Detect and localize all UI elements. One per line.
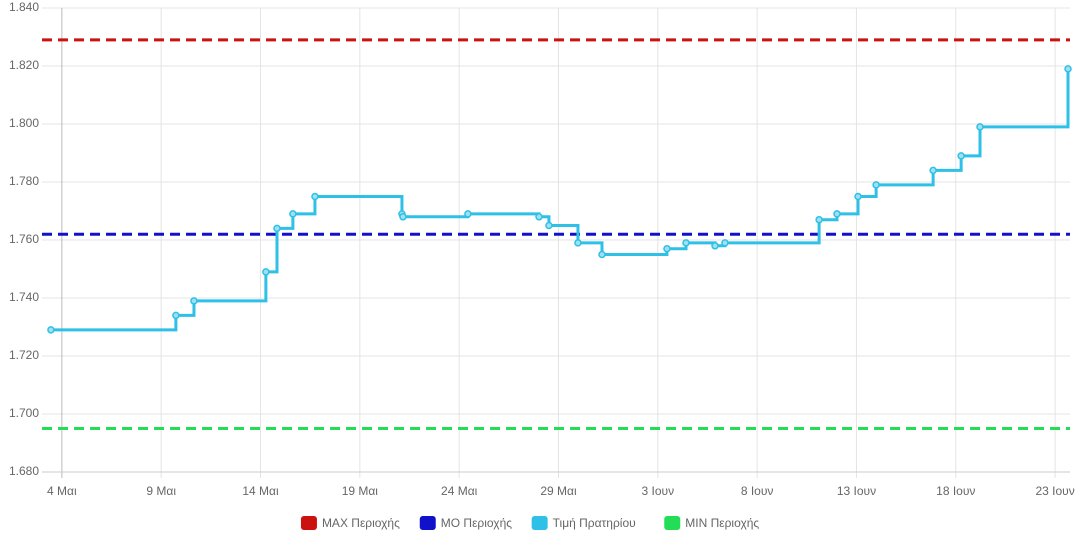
legend-swatch	[419, 516, 436, 530]
point	[289, 210, 297, 218]
point	[464, 210, 472, 218]
y-tick-label: 1.740	[9, 290, 39, 304]
point	[833, 210, 841, 218]
point	[262, 268, 270, 276]
point	[172, 311, 180, 320]
point	[598, 250, 606, 259]
point	[721, 239, 729, 247]
y-tick-label: 1.700	[9, 406, 39, 420]
legend-swatch	[531, 516, 548, 530]
x-tick-label: 29 Μαι	[540, 484, 577, 498]
legend-label: MO Περιοχής	[441, 516, 512, 530]
point	[872, 181, 880, 189]
point	[815, 215, 823, 224]
x-tick-label: 8 Ιουν	[741, 484, 774, 498]
point	[535, 213, 543, 221]
point	[976, 123, 984, 131]
point	[711, 242, 719, 250]
x-tick-label: 23 Ιουν	[1035, 484, 1074, 498]
point	[682, 239, 690, 247]
legend-label: MAX Περιοχής	[322, 516, 400, 530]
x-tick-label: 19 Μαι	[342, 484, 379, 498]
y-tick-label: 1.840	[9, 0, 39, 14]
y-tick-label: 1.680	[9, 464, 39, 478]
point	[663, 244, 671, 253]
x-tick-label: 14 Μαι	[242, 484, 279, 498]
x-tick-label: 13 Ιουν	[837, 484, 876, 498]
legend-swatch	[664, 516, 681, 530]
y-tick-label: 1.780	[9, 174, 39, 188]
x-tick-label: 3 Ιουν	[642, 484, 675, 498]
point	[574, 239, 582, 247]
x-tick-label: 24 Μαι	[441, 484, 478, 498]
point	[1064, 65, 1072, 73]
y-tick-label: 1.800	[9, 116, 39, 130]
price-line	[50, 68, 1070, 332]
x-tick-label: 4 Μαι	[47, 484, 77, 498]
point	[190, 297, 198, 305]
x-tick-label: 18 Ιουν	[936, 484, 975, 498]
point	[311, 192, 319, 201]
point	[929, 166, 937, 175]
y-tick-label: 1.720	[9, 348, 39, 362]
legend-label: Τιμή Πρατηρίου	[553, 516, 636, 530]
legend-swatch	[300, 516, 317, 530]
point	[47, 326, 55, 334]
point	[957, 152, 965, 160]
y-tick-label: 1.820	[9, 58, 39, 72]
point	[545, 221, 553, 230]
x-tick-label: 9 Μαι	[146, 484, 176, 498]
point	[399, 213, 407, 221]
point	[273, 224, 281, 233]
y-tick-label: 1.760	[9, 232, 39, 246]
point	[854, 192, 862, 201]
legend-label: MIN Περιοχής	[685, 516, 759, 530]
